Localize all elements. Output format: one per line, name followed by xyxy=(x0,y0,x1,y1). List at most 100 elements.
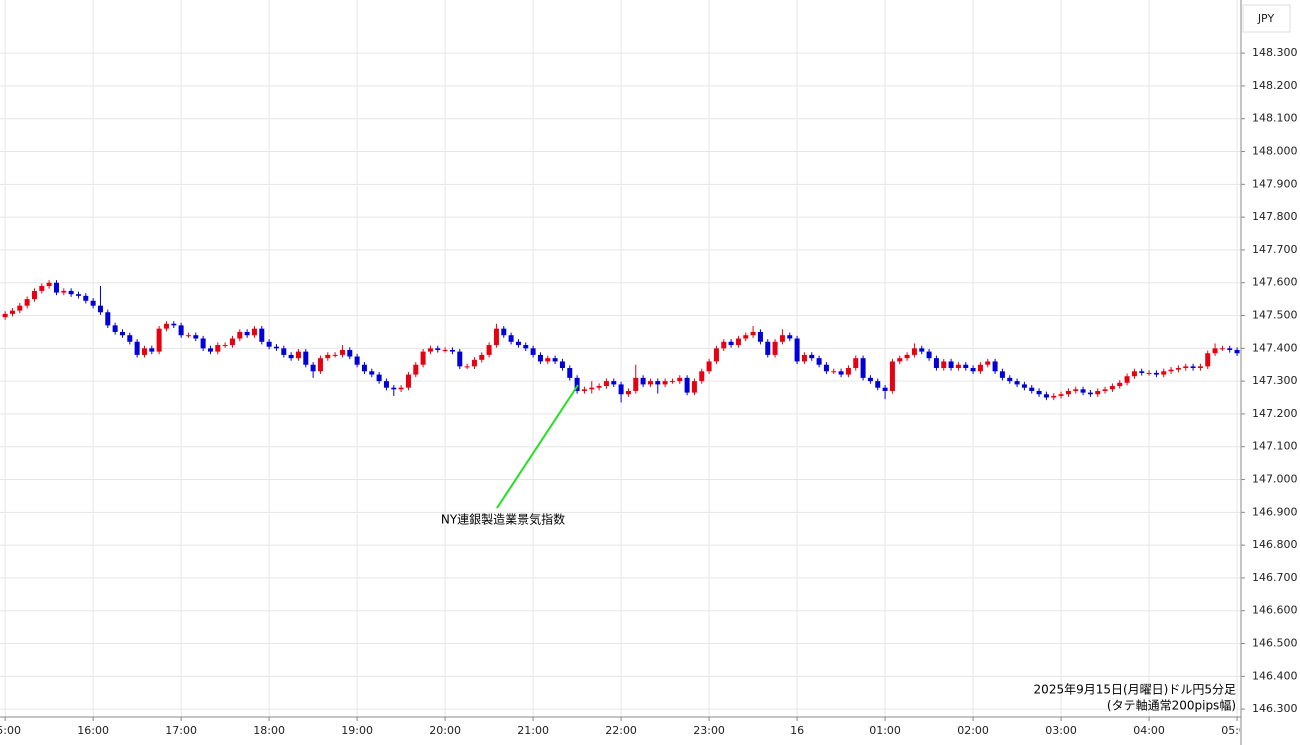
body xyxy=(853,358,859,369)
x-tick-label: 22:00 xyxy=(605,724,637,737)
body xyxy=(537,354,543,362)
body xyxy=(1102,389,1108,391)
body xyxy=(222,345,228,347)
body xyxy=(442,349,448,351)
body xyxy=(669,381,675,383)
body xyxy=(662,381,668,385)
body xyxy=(523,345,529,349)
body xyxy=(105,312,111,326)
note: (タテ軸通常200pips幅) xyxy=(1107,698,1236,713)
x-tick-label: 19:00 xyxy=(341,724,373,737)
body xyxy=(1131,371,1137,377)
body xyxy=(376,374,382,382)
body xyxy=(1124,376,1130,383)
annotation: NY連銀製造業景気指数 xyxy=(441,512,565,527)
body xyxy=(530,348,536,355)
body xyxy=(237,331,243,339)
body xyxy=(779,335,785,342)
body xyxy=(933,358,939,369)
body xyxy=(420,351,426,365)
currency: JPY xyxy=(1257,12,1275,25)
body xyxy=(281,348,287,355)
body xyxy=(860,358,866,378)
body xyxy=(68,290,74,295)
body xyxy=(809,354,815,359)
body xyxy=(992,361,998,372)
body xyxy=(9,310,15,314)
body xyxy=(1087,392,1093,395)
body xyxy=(955,364,961,369)
body xyxy=(31,290,37,300)
y-tick-label: 148.300 xyxy=(1252,46,1298,59)
body xyxy=(977,364,983,372)
y-tick-label: 146.600 xyxy=(1252,604,1298,617)
x-tick-label: 17:00 xyxy=(165,724,197,737)
x-tick-label: 02:00 xyxy=(957,724,989,737)
body xyxy=(134,341,140,355)
x-tick-label: 21:00 xyxy=(517,724,549,737)
body xyxy=(141,348,147,355)
body xyxy=(772,341,778,355)
body xyxy=(127,335,133,342)
body xyxy=(295,351,301,359)
body xyxy=(317,358,323,372)
body xyxy=(618,384,624,395)
y-tick-label: 148.200 xyxy=(1252,79,1298,92)
body xyxy=(633,377,639,391)
body xyxy=(677,377,683,382)
body xyxy=(559,361,565,369)
body xyxy=(288,354,294,359)
body xyxy=(1197,366,1203,369)
currency-box xyxy=(1242,4,1291,33)
y-tick-label: 147.300 xyxy=(1252,374,1298,387)
body xyxy=(603,381,609,387)
candles xyxy=(2,280,1240,403)
note: 2025年9月15日(月曜日)ドル円5分足 xyxy=(1034,683,1236,697)
body xyxy=(897,358,903,362)
body xyxy=(596,386,602,388)
body xyxy=(273,346,279,349)
body xyxy=(361,364,367,372)
body xyxy=(1109,386,1115,390)
body xyxy=(193,335,199,339)
body xyxy=(611,381,617,385)
body xyxy=(882,387,888,391)
body xyxy=(2,313,8,318)
x-tick-label: 15:00 xyxy=(0,724,21,737)
body xyxy=(508,335,514,342)
body xyxy=(647,381,653,385)
body xyxy=(699,371,705,382)
body xyxy=(545,358,551,362)
body xyxy=(919,348,925,352)
body xyxy=(251,328,257,336)
y-tick-label: 147.000 xyxy=(1252,473,1298,486)
body xyxy=(339,349,345,355)
body xyxy=(963,364,969,369)
body xyxy=(332,354,338,356)
body xyxy=(1014,381,1020,385)
body xyxy=(640,377,646,385)
body xyxy=(1183,366,1189,369)
y-tick-label: 148.100 xyxy=(1252,112,1298,125)
body xyxy=(831,371,837,373)
x-tick-label: 01:00 xyxy=(869,724,901,737)
body xyxy=(794,338,800,362)
x-tick-label: 20:00 xyxy=(429,724,461,737)
body xyxy=(999,371,1005,378)
body xyxy=(39,286,45,291)
y-tick-label: 147.600 xyxy=(1252,276,1298,289)
body xyxy=(200,338,206,349)
y-tick-label: 147.500 xyxy=(1252,309,1298,322)
body xyxy=(684,377,690,393)
body xyxy=(1227,348,1233,350)
body xyxy=(486,345,492,355)
y-tick-label: 146.400 xyxy=(1252,669,1298,682)
body xyxy=(229,338,235,346)
body xyxy=(867,377,873,382)
body xyxy=(838,371,844,375)
body xyxy=(816,358,822,365)
body xyxy=(970,368,976,372)
body xyxy=(185,335,191,337)
body xyxy=(581,389,587,391)
